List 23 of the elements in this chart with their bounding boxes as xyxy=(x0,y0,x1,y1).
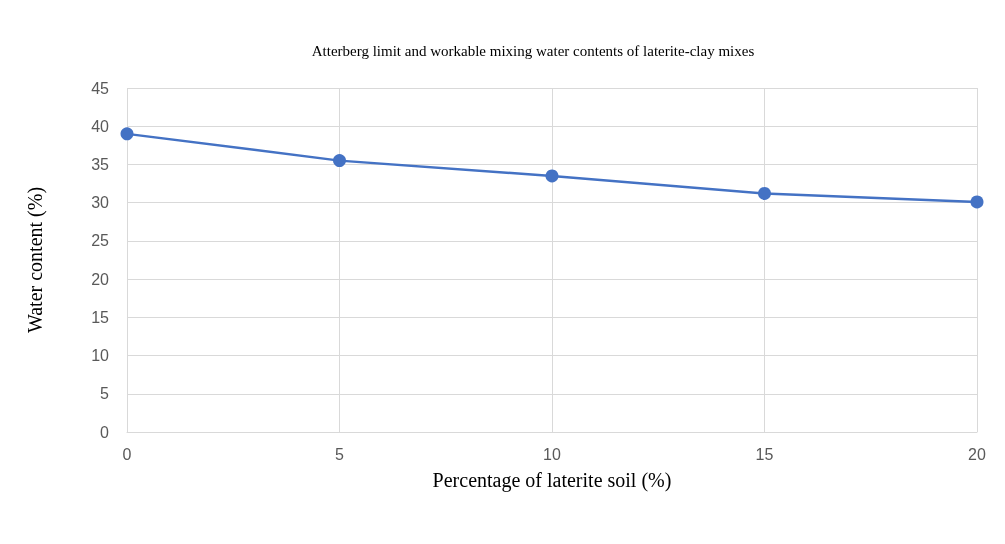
y-axis-title: Water content (%) xyxy=(24,186,47,334)
y-tick-label: 0 xyxy=(100,423,110,441)
y-tick-label: 30 xyxy=(91,194,110,212)
chart-title: Atterberg limit and workable mixing water contents of laterite-clay mixes xyxy=(311,42,755,59)
y-tick-label: 45 xyxy=(91,79,110,97)
y-tick-label: 40 xyxy=(91,117,110,135)
x-tick-label: 10 xyxy=(543,445,561,463)
y-tick-label: 10 xyxy=(91,347,110,365)
x-tick-label: 20 xyxy=(968,445,986,463)
x-tick-label: 15 xyxy=(755,445,774,463)
x-tick-label: 5 xyxy=(335,445,345,463)
y-tick-label: 35 xyxy=(91,155,110,173)
x-axis-title: Percentage of laterite soil (%) xyxy=(432,469,672,492)
x-tick-label: 0 xyxy=(122,445,132,463)
y-tick-label: 5 xyxy=(100,385,110,403)
point xyxy=(120,127,134,141)
y-tick-label: 20 xyxy=(91,270,110,288)
point xyxy=(333,154,346,168)
point xyxy=(545,169,559,183)
point xyxy=(758,187,771,200)
point xyxy=(970,195,984,209)
y-tick-label: 25 xyxy=(91,232,110,250)
y-tick-label: 15 xyxy=(91,308,110,326)
